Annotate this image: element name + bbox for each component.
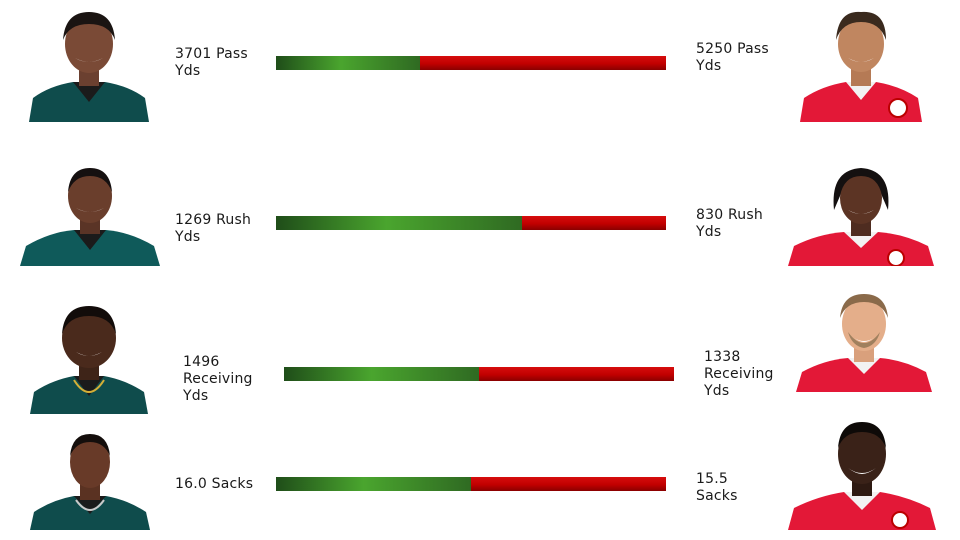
left-player-photo — [30, 300, 148, 414]
right-stat-label: 5250 Pass Yds — [696, 41, 776, 75]
right-bar-segment — [479, 367, 674, 381]
comparison-bar — [276, 56, 666, 70]
right-player-photo — [788, 166, 934, 266]
right-player-photo — [788, 420, 936, 530]
right-bar-segment — [471, 477, 666, 491]
left-player-photo — [28, 4, 150, 122]
right-stat-label: 1338 Receiving Yds — [704, 349, 784, 400]
left-bar-segment — [276, 56, 420, 70]
right-stat-label: 830 Rush Yds — [696, 207, 776, 241]
comparison-bar — [276, 477, 666, 491]
left-bar-segment — [276, 477, 471, 491]
left-stat-label: 16.0 Sacks — [175, 476, 275, 493]
right-stat-label: 15.5 Sacks — [696, 471, 756, 505]
right-player-photo — [796, 292, 932, 392]
left-bar-segment — [284, 367, 479, 381]
comparison-bar — [284, 367, 674, 381]
right-player-photo — [800, 6, 922, 122]
chiefs-player-icon — [800, 6, 922, 122]
eagles-player-icon — [28, 4, 150, 122]
left-stat-label: 1496 Receiving Yds — [183, 354, 263, 405]
left-player-photo — [20, 162, 160, 266]
left-stat-label: 3701 Pass Yds — [175, 46, 255, 80]
comparison-bar — [276, 216, 666, 230]
chiefs-player-icon — [788, 166, 934, 266]
left-player-photo — [30, 432, 150, 530]
chiefs-player-icon — [796, 292, 932, 392]
chiefs-player-icon — [788, 420, 936, 530]
eagles-player-icon — [30, 300, 148, 414]
right-bar-segment — [522, 216, 666, 230]
eagles-player-icon — [30, 432, 150, 530]
eagles-player-icon — [20, 162, 160, 266]
left-bar-segment — [276, 216, 522, 230]
left-stat-label: 1269 Rush Yds — [175, 212, 255, 246]
right-bar-segment — [420, 56, 666, 70]
